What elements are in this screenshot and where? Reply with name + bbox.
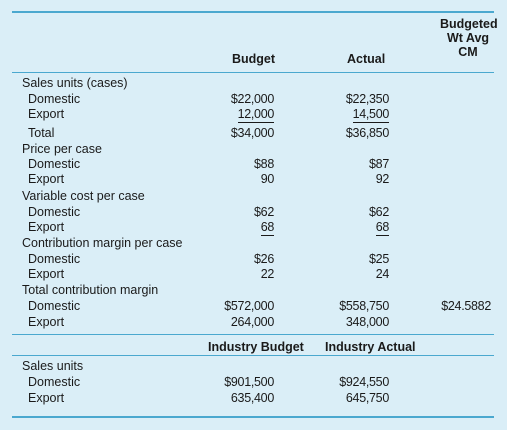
col-header-budget: Budget [232,52,276,66]
row-label: Export [28,107,65,121]
cell-budget: 68 [260,220,274,236]
row-label: Export [28,391,65,405]
col-header-industry-budget: Industry Budget [208,340,304,354]
cell-budget-total: $34,000 [230,126,274,140]
row-label: Domestic [28,299,81,313]
section-price-per-case: Price per case [22,142,102,156]
row-label: Domestic [28,205,81,219]
cell-actual: $62 [369,205,389,219]
cell-actual: 24 [375,267,390,281]
col-header-wt-avg-line1: Budgeted [440,17,498,31]
row-label: Domestic [28,252,81,266]
cell-actual: $87 [369,157,389,171]
top-rule [12,11,494,13]
cell-budget: 90 [260,172,275,186]
section-cm-per-case: Contribution margin per case [22,236,183,250]
cell-budget: 22 [260,267,275,281]
row-label: Domestic [28,375,81,389]
row-label: Export [28,172,65,186]
cell-budget: $88 [254,157,274,171]
cell-budget: $22,000 [230,92,274,106]
industry-top-rule [12,334,494,335]
col-header-industry-actual: Industry Actual [325,340,416,354]
col-header-actual: Actual [347,52,386,66]
cell-industry-actual: 645,750 [345,391,389,405]
header-rule [12,72,494,73]
cell-actual: 14,500 [352,107,389,123]
row-label: Export [28,315,65,329]
cell-actual: $25 [369,252,389,266]
cell-industry-budget: 635,400 [230,391,274,405]
col-header-wt-avg-line3: CM [458,45,478,59]
cell-industry-actual: $924,550 [339,375,389,389]
cell-actual-total: $36,850 [345,126,389,140]
cell-actual: $558,750 [339,299,389,313]
col-header-wt-avg-line2: Wt Avg [446,31,490,45]
row-label: Domestic [28,157,81,171]
industry-header-rule [12,355,494,356]
bottom-rule [12,416,494,418]
row-label: Export [28,220,65,234]
row-label-total: Total [28,126,55,140]
section-sales-units: Sales units (cases) [22,76,128,90]
section-total-cm: Total contribution margin [22,283,159,297]
cell-budget: $26 [254,252,274,266]
cell-wt-avg-cm: $24.5882 [441,299,491,313]
cell-actual: 68 [375,220,389,236]
col-header-wt-avg: Budgeted Wt Avg CM [440,17,498,59]
cell-actual: 348,000 [345,315,389,329]
row-label: Domestic [28,92,81,106]
cell-actual: $22,350 [345,92,389,106]
row-label: Export [28,267,65,281]
section-variable-cost: Variable cost per case [22,189,145,203]
cell-budget: $572,000 [224,299,274,313]
section-industry-sales: Sales units [22,359,84,373]
cell-budget: $62 [254,205,274,219]
cell-budget: 12,000 [237,107,274,123]
cell-budget: 264,000 [230,315,274,329]
cell-actual: 92 [375,172,390,186]
cell-industry-budget: $901,500 [224,375,274,389]
